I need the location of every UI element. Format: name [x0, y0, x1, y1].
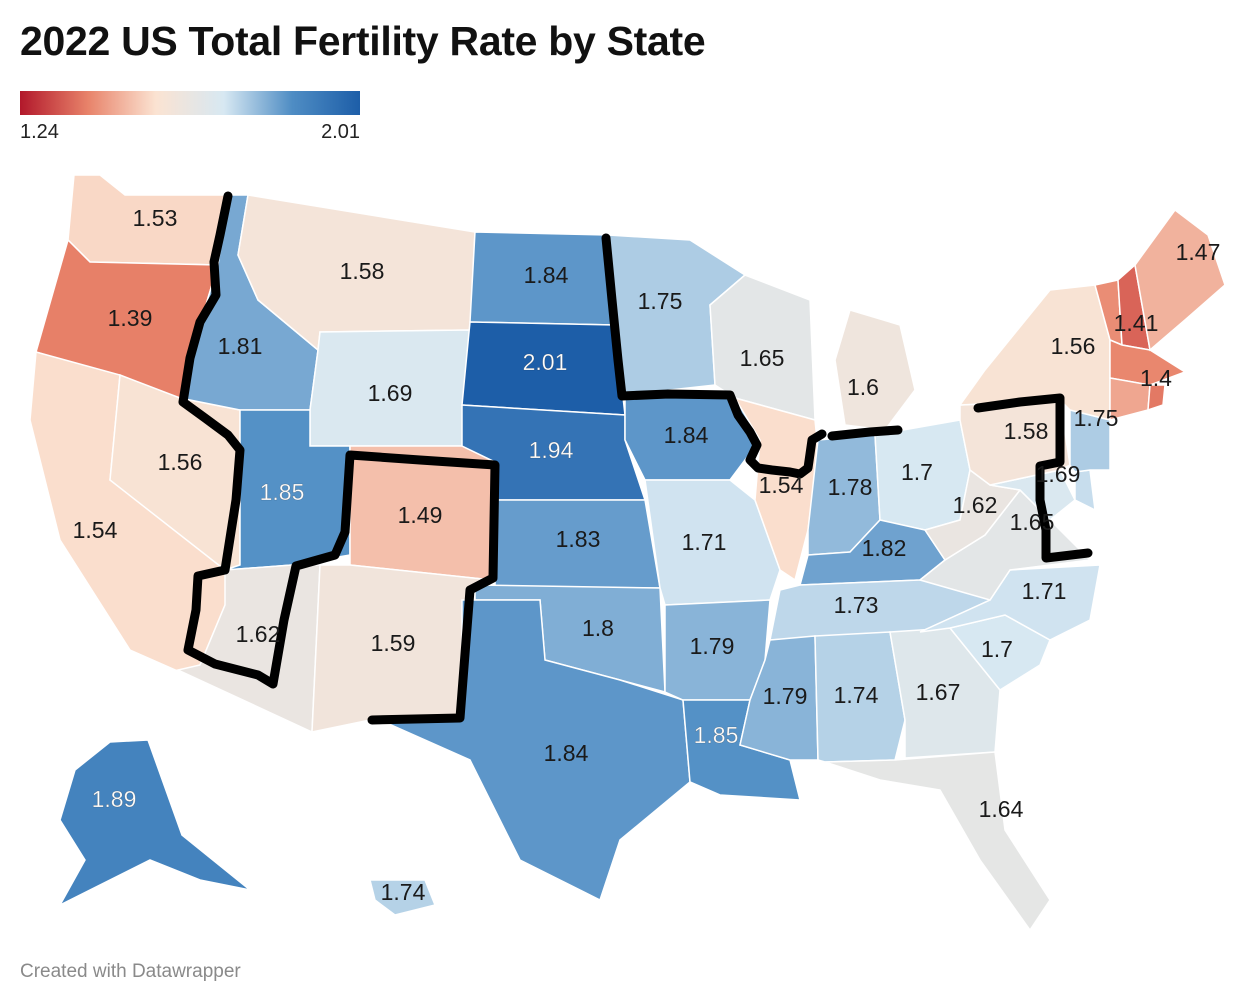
- value-label-maryland: 1.69: [1036, 461, 1081, 487]
- value-label-nebraska: 1.94: [529, 437, 574, 463]
- value-label-vermont: 1.41: [1114, 310, 1159, 336]
- value-label-maine: 1.47: [1176, 239, 1221, 265]
- value-label-new-york: 1.56: [1051, 333, 1096, 359]
- value-label-california: 1.54: [73, 517, 118, 543]
- hand-drawn-dividers: [178, 191, 1093, 725]
- credit-footer: Created with Datawrapper: [20, 961, 241, 982]
- value-label-hawaii: 1.74: [381, 879, 426, 905]
- value-label-oregon: 1.39: [108, 305, 153, 331]
- value-label-colorado: 1.49: [398, 502, 443, 528]
- value-label-north-dakota: 1.84: [524, 262, 569, 288]
- value-label-utah: 1.85: [260, 479, 305, 505]
- value-label-tennessee: 1.73: [834, 592, 879, 618]
- state-alaska: [58, 739, 251, 907]
- legend-max-label: 2.01: [321, 121, 360, 143]
- value-label-wyoming: 1.69: [368, 380, 413, 406]
- value-label-arkansas: 1.79: [690, 633, 735, 659]
- value-label-washington: 1.53: [133, 205, 178, 231]
- state-illinois: [733, 396, 819, 582]
- value-label-pennsylvania: 1.58: [1004, 418, 1049, 444]
- value-label-nevada: 1.56: [158, 449, 203, 475]
- value-label-south-carolina: 1.7: [981, 636, 1013, 662]
- value-label-idaho: 1.81: [218, 333, 263, 359]
- value-label-indiana: 1.78: [828, 474, 873, 500]
- state-maine: [1134, 208, 1226, 352]
- value-label-oklahoma: 1.8: [582, 615, 614, 641]
- state-michigan: [834, 309, 916, 431]
- value-label-south-dakota: 2.01: [523, 349, 568, 375]
- value-label-kansas: 1.83: [556, 526, 601, 552]
- state-rhode-island: [1147, 384, 1166, 412]
- value-label-wisconsin: 1.65: [740, 345, 785, 371]
- value-label-texas: 1.84: [544, 740, 589, 766]
- value-label-alabama: 1.74: [834, 682, 879, 708]
- value-label-kentucky: 1.82: [862, 535, 907, 561]
- value-label-iowa: 1.84: [664, 422, 709, 448]
- value-label-virginia: 1.65: [1010, 509, 1055, 535]
- map-title: 2022 US Total Fertility Rate by State: [20, 18, 706, 64]
- value-label-massachusetts: 1.4: [1140, 365, 1172, 391]
- value-label-michigan: 1.6: [847, 374, 879, 400]
- legend-min-label: 1.24: [20, 121, 59, 143]
- value-label-new-jersey: 1.75: [1074, 405, 1119, 431]
- value-label-georgia: 1.67: [916, 679, 961, 705]
- value-label-west-virginia: 1.62: [953, 492, 998, 518]
- value-label-florida: 1.64: [979, 796, 1024, 822]
- value-label-mississippi: 1.79: [763, 683, 808, 709]
- value-label-louisiana: 1.85: [694, 722, 739, 748]
- state-florida: [824, 751, 1051, 932]
- color-legend: 1.24 2.01: [20, 91, 360, 143]
- value-label-arizona: 1.62: [236, 621, 281, 647]
- value-label-ohio: 1.7: [901, 459, 933, 485]
- state-hawaii: [369, 879, 437, 916]
- legend-gradient-bar: [20, 91, 360, 115]
- value-label-alaska: 1.89: [92, 786, 137, 812]
- value-label-illinois: 1.54: [759, 472, 804, 498]
- value-label-missouri: 1.71: [682, 529, 727, 555]
- value-label-minnesota: 1.75: [638, 288, 683, 314]
- value-label-new-mexico: 1.59: [371, 630, 416, 656]
- state-missouri: [644, 479, 781, 606]
- value-label-montana: 1.58: [340, 258, 385, 284]
- value-label-north-carolina: 1.71: [1022, 578, 1067, 604]
